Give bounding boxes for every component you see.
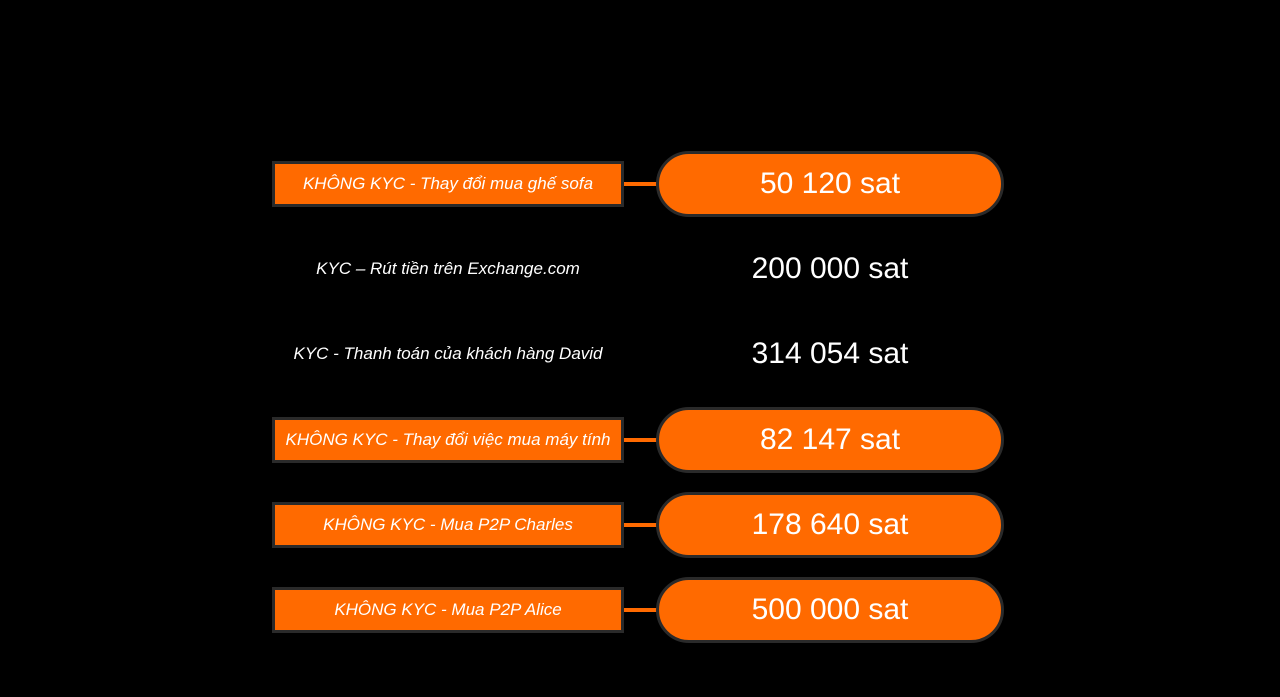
- utxo-row-p2p-charles: KHÔNG KYC - Mua P2P Charles 178 640 sat: [270, 490, 1010, 560]
- connector-line: [624, 523, 658, 527]
- utxo-amount: 82 147 sat: [656, 407, 1004, 473]
- utxo-label: KHÔNG KYC - Mua P2P Charles: [272, 502, 624, 548]
- utxo-amount: 200 000 sat: [751, 252, 909, 285]
- utxo-row-david-payment: KYC - Thanh toán của khách hàng David 31…: [270, 319, 1010, 389]
- utxo-row-computer-change: KHÔNG KYC - Thay đổi việc mua máy tính 8…: [270, 405, 1010, 475]
- utxo-amount: 50 120 sat: [656, 151, 1004, 217]
- utxo-amount: 178 640 sat: [656, 492, 1004, 558]
- connector-line: [624, 182, 658, 186]
- utxo-label: KHÔNG KYC - Thay đổi việc mua máy tính: [272, 417, 624, 463]
- utxo-amount: 500 000 sat: [656, 577, 1004, 643]
- utxo-label: KHÔNG KYC - Thay đổi mua ghế sofa: [272, 161, 624, 207]
- utxo-row-sofa-change: KHÔNG KYC - Thay đổi mua ghế sofa 50 120…: [270, 149, 1010, 219]
- utxo-label: KYC - Thanh toán của khách hàng David: [293, 344, 603, 363]
- utxo-amount: 314 054 sat: [751, 337, 909, 370]
- utxo-label: KYC – Rút tiền trên Exchange.com: [316, 259, 580, 278]
- utxo-row-exchange-withdrawal: KYC – Rút tiền trên Exchange.com 200 000…: [270, 234, 1010, 304]
- utxo-label: KHÔNG KYC - Mua P2P Alice: [272, 587, 624, 633]
- utxo-row-p2p-alice: KHÔNG KYC - Mua P2P Alice 500 000 sat: [270, 575, 1010, 645]
- connector-line: [624, 608, 658, 612]
- connector-line: [624, 438, 658, 442]
